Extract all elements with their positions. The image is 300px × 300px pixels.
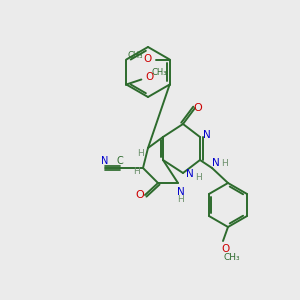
Text: N: N [186, 169, 194, 179]
Text: O: O [194, 103, 202, 113]
Text: H: H [195, 173, 201, 182]
Text: O: O [143, 53, 152, 64]
Text: H: H [222, 158, 228, 167]
Text: H: H [178, 196, 184, 205]
Text: CH₃: CH₃ [152, 68, 167, 77]
Text: N: N [203, 130, 211, 140]
Text: C: C [117, 156, 123, 166]
Text: O: O [145, 71, 154, 82]
Text: O: O [221, 244, 229, 254]
Text: H: H [138, 148, 144, 158]
Text: H: H [133, 167, 140, 176]
Text: N: N [212, 158, 220, 168]
Text: CH₃: CH₃ [128, 51, 143, 60]
Text: N: N [101, 156, 109, 166]
Text: CH₃: CH₃ [224, 253, 240, 262]
Text: N: N [177, 187, 185, 197]
Text: O: O [136, 190, 144, 200]
